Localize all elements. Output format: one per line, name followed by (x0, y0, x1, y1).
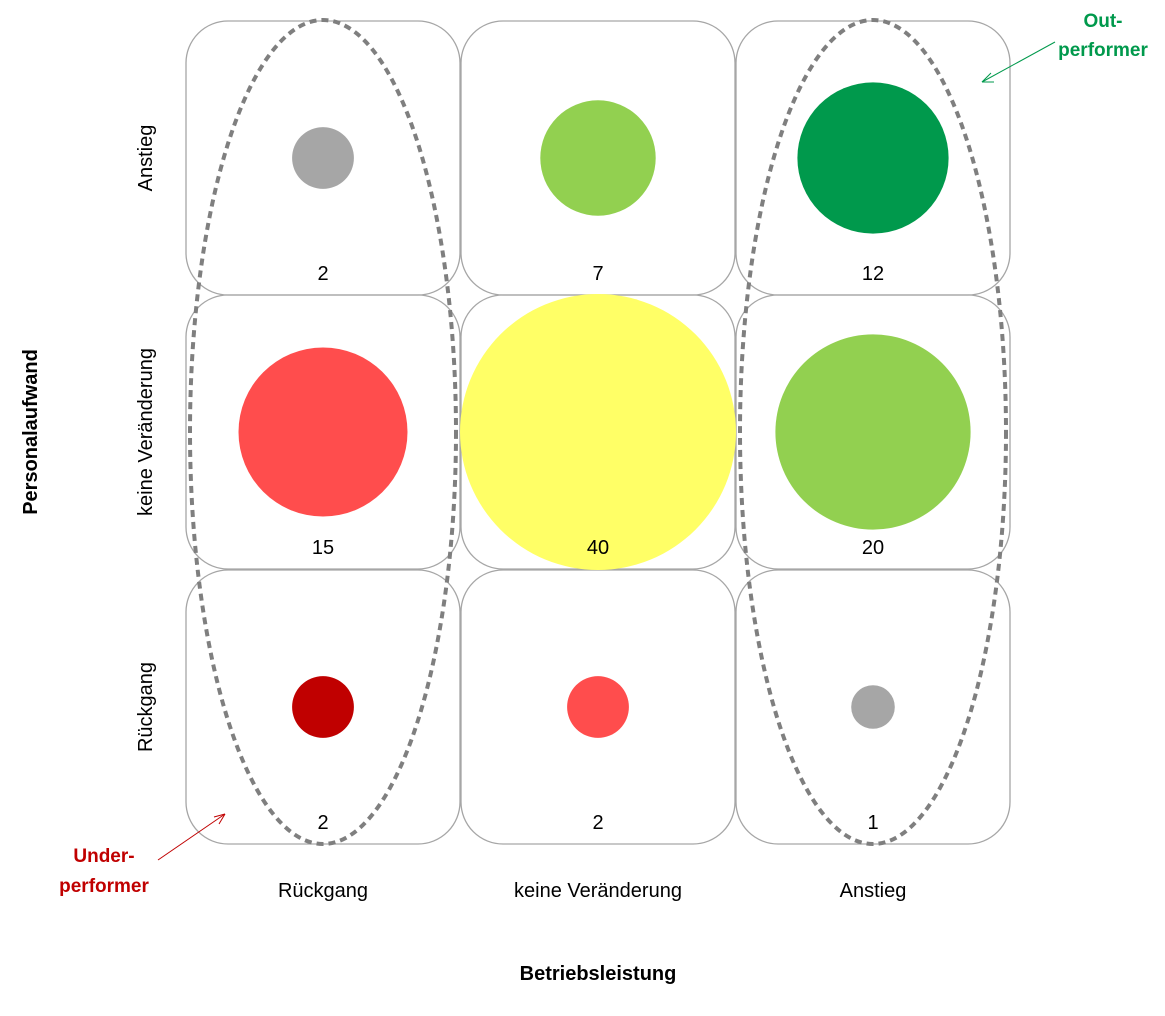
y-tick-label-keine-veraenderung: keine Veränderung (135, 348, 157, 516)
underperformer-arrow-line (157, 813, 226, 861)
outperformer-arrow-line (981, 41, 1056, 83)
underperformer-ellipse (188, 18, 458, 846)
y-axis-title: Personalaufwand (20, 349, 42, 515)
y-tick-label-anstieg: Anstieg (135, 125, 157, 192)
underperformer-label-line2: performer (59, 876, 149, 897)
value-label-rueckgang-x-rueckgang: 2 (317, 812, 328, 834)
bubble-keine-veraenderung-x-anstieg (775, 334, 971, 530)
outperformer-arrow-head (981, 72, 994, 83)
bubbles-layer (238, 82, 971, 738)
value-label-anstieg-x-rueckgang: 2 (317, 263, 328, 285)
x-axis-title: Betriebsleistung (520, 963, 677, 985)
bubble-anstieg-x-keine-veraenderung (540, 100, 656, 216)
bubble-rueckgang-x-rueckgang (292, 676, 354, 738)
underperformer-arrow-head (213, 813, 226, 825)
value-label-anstieg-x-keine-veraenderung: 7 (592, 263, 603, 285)
values-layer: 2 7 12 15 40 20 2 2 1 (312, 263, 884, 834)
y-tick-labels: Rückgang keine Veränderung Anstieg (135, 125, 157, 752)
value-label-rueckgang-x-keine-veraenderung: 2 (592, 812, 603, 834)
bubble-anstieg-x-anstieg (797, 82, 949, 234)
underperformer-label-line1: Under- (73, 846, 134, 867)
bubble-rueckgang-x-anstieg (851, 685, 895, 729)
y-tick-label-rueckgang: Rückgang (135, 662, 157, 752)
bubble-rueckgang-x-keine-veraenderung (567, 676, 629, 738)
x-tick-labels: Rückgang keine Veränderung Anstieg (278, 880, 906, 902)
performer-ellipses (188, 18, 1008, 846)
outperformer-ellipse (738, 18, 1008, 846)
value-label-keine-veraenderung-x-anstieg: 20 (862, 537, 884, 559)
bubble-anstieg-x-rueckgang (292, 127, 354, 189)
outperformer-label-line2: performer (1058, 40, 1148, 61)
value-label-rueckgang-x-anstieg: 1 (867, 812, 878, 834)
x-tick-label-keine-veraenderung: keine Veränderung (514, 880, 682, 902)
x-tick-label-rueckgang: Rückgang (278, 880, 368, 902)
bubble-keine-veraenderung-x-rueckgang (238, 347, 408, 517)
x-tick-label-anstieg: Anstieg (840, 880, 907, 902)
outperformer-label-line1: Out- (1083, 11, 1122, 32)
value-label-keine-veraenderung-x-rueckgang: 15 (312, 537, 334, 559)
bubble-keine-veraenderung-x-keine-veraenderung (460, 294, 736, 570)
value-label-keine-veraenderung-x-keine-veraenderung: 40 (587, 537, 609, 559)
value-label-anstieg-x-anstieg: 12 (862, 263, 884, 285)
